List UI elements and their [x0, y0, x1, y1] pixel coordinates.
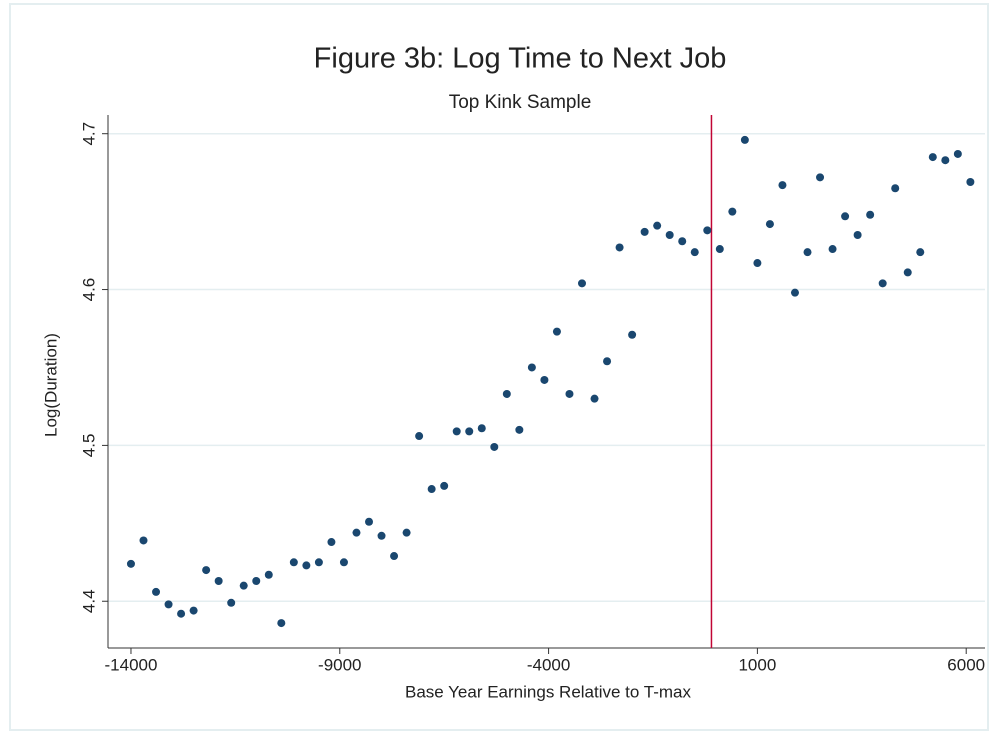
point — [577, 279, 586, 288]
x-tick-label: -14000 — [105, 655, 158, 674]
point — [653, 221, 662, 230]
x-tick-label: -4000 — [527, 655, 570, 674]
point — [891, 184, 900, 193]
x-tick-label: -9000 — [318, 655, 361, 674]
x-tick-label: 1000 — [738, 655, 776, 674]
point — [678, 237, 687, 246]
point — [177, 609, 186, 618]
point — [803, 248, 812, 257]
chart-title: Figure 3b: Log Time to Next Job — [314, 43, 727, 75]
point — [790, 288, 799, 297]
point — [615, 243, 624, 252]
point — [665, 231, 674, 240]
point — [527, 363, 536, 372]
y-tick-label: 4.7 — [79, 122, 98, 146]
point — [277, 619, 286, 628]
point — [339, 558, 348, 567]
point — [239, 581, 248, 590]
point — [152, 587, 161, 596]
y-tick-label: 4.4 — [79, 589, 98, 613]
frame — [9, 3, 989, 731]
point — [778, 181, 787, 190]
x-tick-label: 6000 — [947, 655, 985, 674]
point — [853, 231, 862, 240]
point — [402, 528, 411, 537]
point — [214, 576, 223, 585]
point — [202, 566, 211, 575]
point — [690, 248, 699, 257]
y-tick-label: 4.6 — [79, 278, 98, 302]
point — [440, 481, 449, 490]
point — [765, 220, 774, 229]
point — [740, 135, 749, 144]
point — [603, 357, 612, 366]
point — [327, 538, 336, 547]
point — [552, 327, 561, 336]
point — [565, 389, 574, 398]
point — [703, 226, 712, 235]
point — [415, 432, 424, 441]
x-axis-title: Base Year Earnings Relative to T-max — [405, 682, 692, 701]
point — [365, 517, 374, 526]
point — [289, 558, 298, 567]
point — [878, 279, 887, 288]
chart-subtitle: Top Kink Sample — [449, 92, 592, 113]
point — [227, 598, 236, 607]
point — [352, 528, 361, 537]
point — [715, 245, 724, 254]
point — [189, 606, 198, 615]
point — [928, 153, 937, 162]
point — [452, 427, 461, 436]
point — [728, 207, 737, 216]
point — [465, 427, 474, 436]
point — [515, 425, 524, 434]
y-axis-title: Log(Duration) — [41, 333, 60, 437]
point — [828, 245, 837, 254]
point — [903, 268, 912, 277]
y-tick-label: 4.5 — [79, 434, 98, 458]
point — [490, 442, 499, 451]
point — [640, 227, 649, 236]
point — [126, 559, 135, 568]
point — [302, 561, 311, 570]
point — [164, 600, 173, 609]
point — [314, 558, 323, 567]
point — [628, 330, 637, 339]
point — [390, 552, 399, 561]
point — [252, 576, 261, 585]
point — [264, 570, 273, 579]
point — [139, 536, 148, 545]
point — [590, 394, 599, 403]
point — [966, 178, 975, 187]
point — [941, 156, 950, 165]
point — [477, 424, 486, 433]
point — [916, 248, 925, 257]
point — [502, 389, 511, 398]
point — [816, 173, 825, 182]
point — [377, 531, 386, 540]
point — [866, 210, 875, 219]
point — [540, 375, 549, 384]
point — [841, 212, 850, 221]
point — [753, 259, 762, 268]
point — [953, 149, 962, 158]
point — [427, 485, 436, 494]
